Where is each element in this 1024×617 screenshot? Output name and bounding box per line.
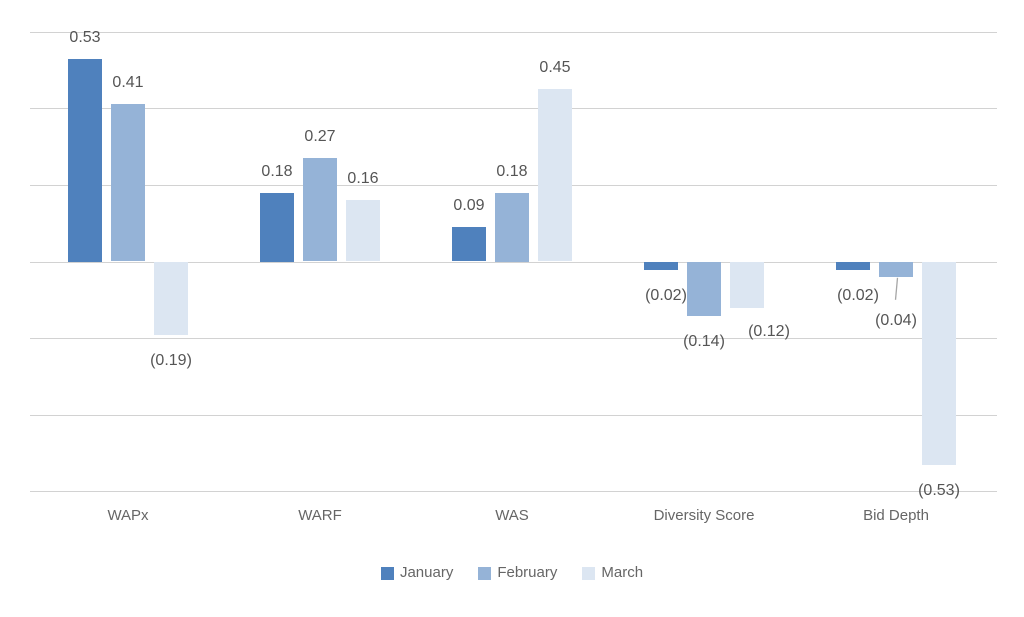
legend-item-february: February — [478, 563, 557, 583]
category-label-was: WAS — [495, 507, 529, 524]
data-label-february-diversity-score: (0.14) — [683, 333, 725, 350]
gridline — [30, 415, 997, 416]
legend-swatch-january — [380, 566, 394, 580]
gridline — [30, 491, 997, 492]
data-label-march-wapx: (0.19) — [150, 352, 192, 369]
data-label-january-warf: 0.18 — [261, 163, 293, 180]
legend: January February March — [0, 563, 1024, 583]
bar-january-diversity-score — [644, 262, 678, 270]
bar-march-bid-depth — [922, 262, 956, 465]
gridline — [30, 262, 997, 263]
data-label-january-diversity-score: (0.02) — [645, 287, 687, 304]
data-label-leader-line — [894, 277, 899, 300]
data-label-january-was: 0.09 — [453, 197, 485, 214]
category-label-wapx: WAPx — [107, 507, 149, 524]
legend-item-march: March — [582, 563, 643, 583]
category-label-warf: WARF — [298, 507, 342, 524]
gridline — [30, 185, 997, 186]
data-label-march-diversity-score: (0.12) — [748, 323, 790, 340]
gridline — [30, 108, 997, 109]
data-label-february-bid-depth: (0.04) — [875, 312, 917, 329]
legend-label: February — [497, 564, 558, 581]
legend-swatch-march — [582, 566, 596, 580]
data-label-february-warf: 0.27 — [304, 128, 336, 145]
legend-label: January — [399, 564, 454, 581]
data-label-january-wapx: 0.53 — [69, 29, 101, 46]
data-label-january-bid-depth: (0.02) — [837, 287, 879, 304]
legend-label: March — [601, 564, 644, 581]
bar-march-was — [538, 89, 572, 261]
bar-february-warf — [303, 158, 337, 261]
data-label-march-warf: 0.16 — [347, 170, 379, 187]
bar-february-bid-depth — [879, 262, 913, 277]
legend-item-january: January — [380, 563, 454, 583]
bar-february-was — [495, 193, 529, 262]
legend-swatch-february — [478, 566, 492, 580]
bar-february-diversity-score — [687, 262, 721, 316]
bar-january-was — [452, 227, 486, 261]
data-label-march-was: 0.45 — [539, 59, 571, 76]
bar-march-diversity-score — [730, 262, 764, 308]
bar-january-wapx — [68, 59, 102, 262]
gridline — [30, 338, 997, 339]
data-label-february-wapx: 0.41 — [112, 74, 144, 91]
bar-march-wapx — [154, 262, 188, 335]
bar-february-wapx — [111, 104, 145, 261]
bar-january-warf — [260, 193, 294, 262]
category-label-diversity-score: Diversity Score — [653, 507, 755, 524]
data-label-february-was: 0.18 — [496, 163, 528, 180]
gridline — [30, 32, 997, 33]
bar-january-bid-depth — [836, 262, 870, 270]
bar-march-warf — [346, 200, 380, 261]
data-label-march-bid-depth: (0.53) — [918, 482, 960, 499]
category-label-bid-depth: Bid Depth — [863, 507, 929, 524]
